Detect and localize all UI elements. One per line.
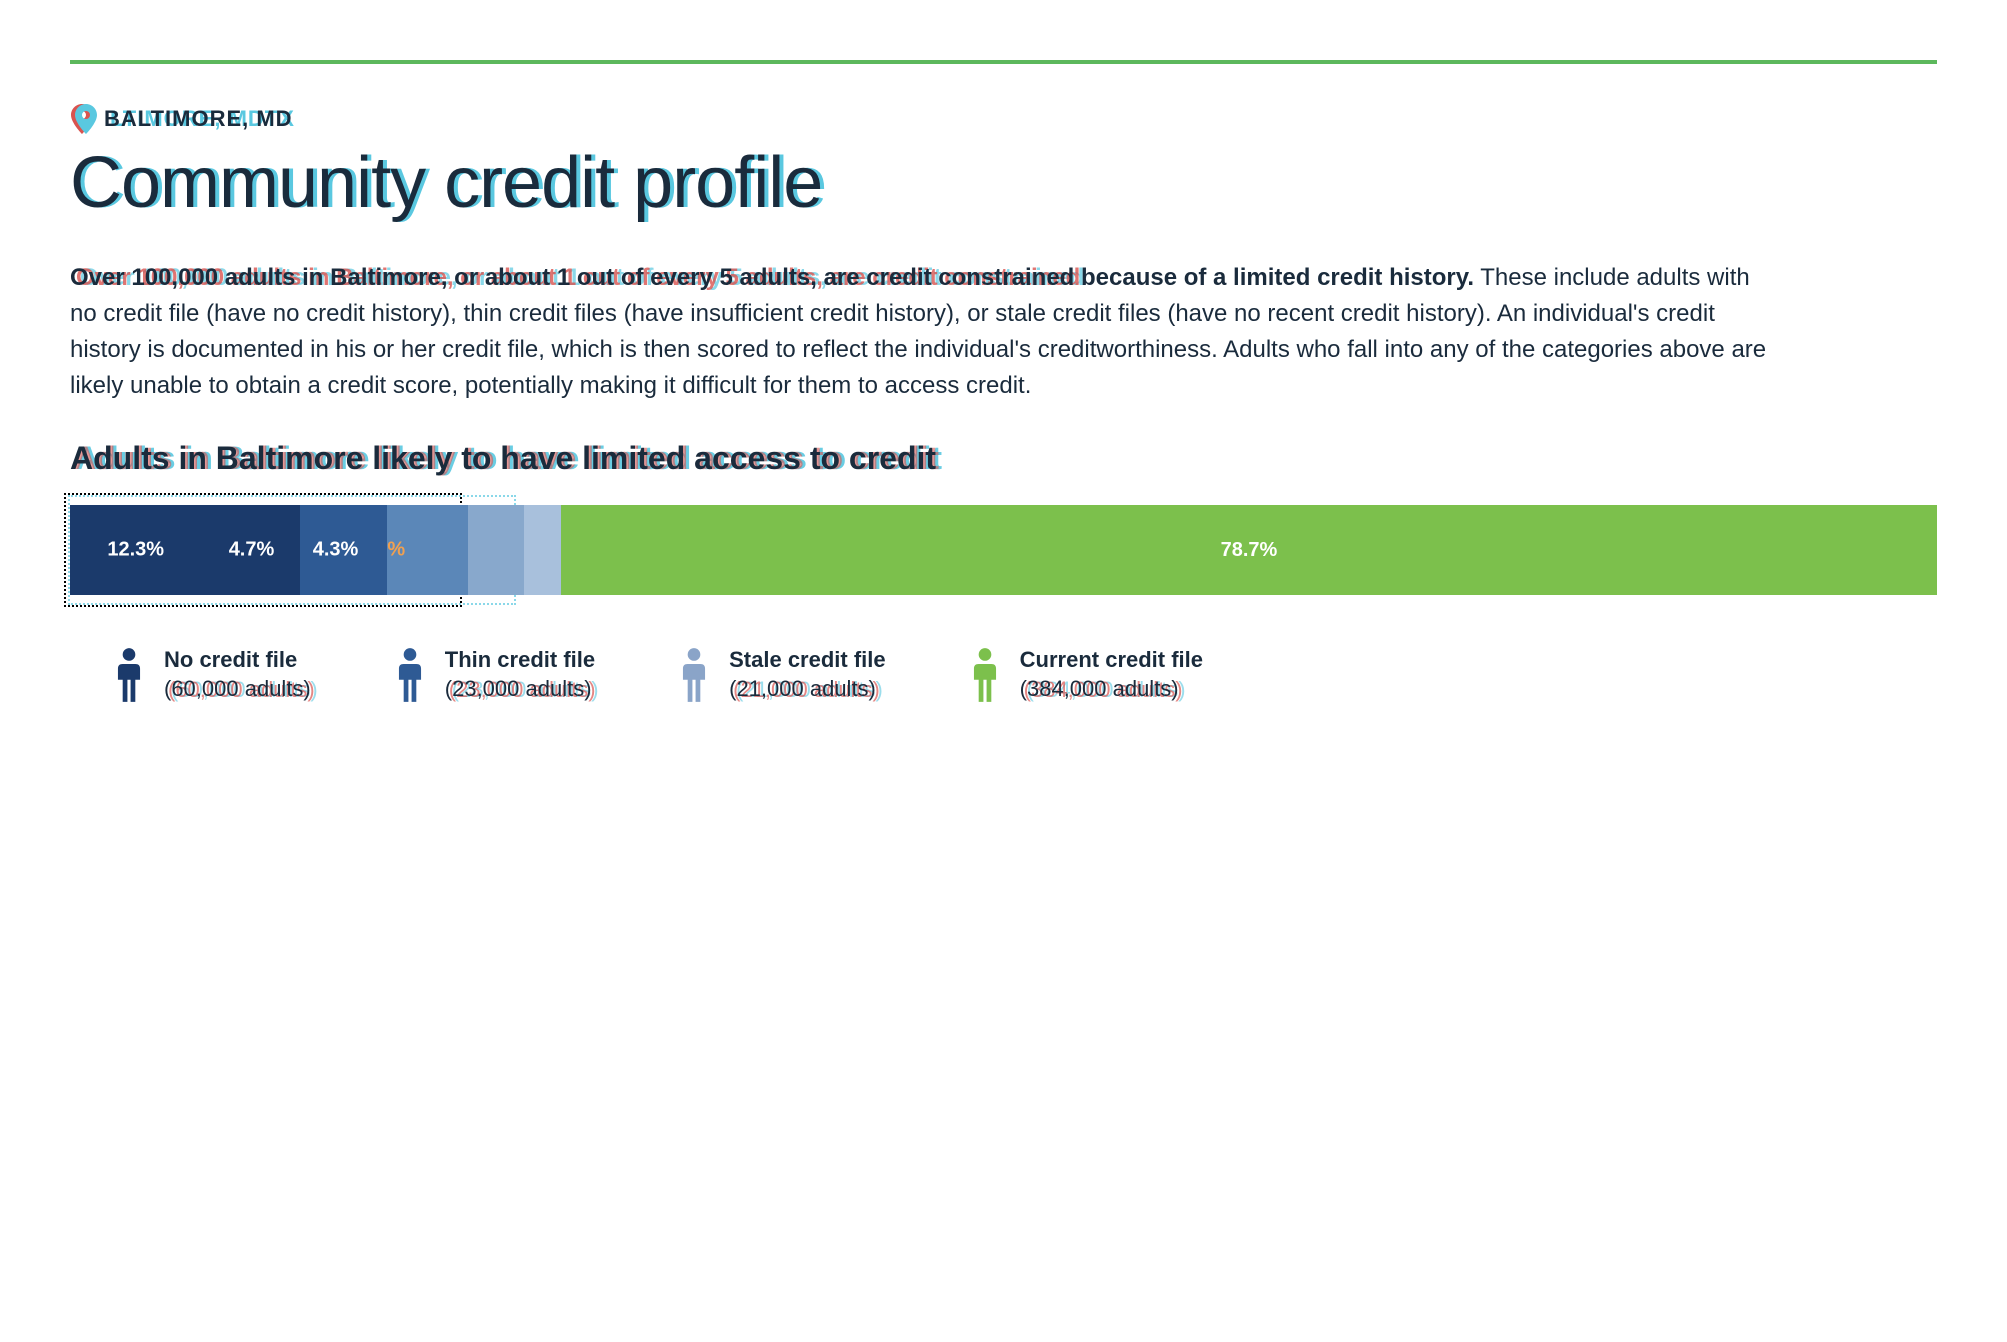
stacked-bar-chart: 78.7% 12.3% 4.7% 4.3%% [70, 505, 1937, 595]
legend-item: Thin credit file (23,000 adults) (23,000… [391, 645, 595, 705]
legend-label: No credit file [164, 646, 311, 675]
person-icon [675, 645, 713, 705]
legend-count: (21,000 adults) (21,000 adults) (21,000 … [729, 676, 876, 701]
bar-pct-label: 4.3% [313, 539, 359, 562]
legend-text: Stale credit file (21,000 adults) (21,00… [729, 646, 886, 703]
legend-count: (60,000 adults) (60,000 adults) (60,000 … [164, 676, 311, 701]
chart-title: Adults in Baltimore likely to have limit… [70, 440, 1937, 477]
person-icon [110, 645, 148, 705]
legend-count: (384,000 adults) (384,000 adults) (384,0… [1020, 676, 1179, 701]
person-icon [966, 645, 1004, 705]
bar-segment: 78.7% [561, 505, 1937, 595]
para-bold: Over 100,000 adults in Baltimore, or abo… [70, 264, 1474, 291]
chart-title-text: Adults in Baltimore likely to have limit… [70, 440, 936, 476]
top-rule [70, 60, 1937, 64]
legend-item: Stale credit file (21,000 adults) (21,00… [675, 645, 886, 705]
legend-text: Thin credit file (23,000 adults) (23,000… [445, 646, 595, 703]
bar-segment-ghost [524, 505, 561, 595]
location-label: LTIMORE, MDTX BALTIMORE, MD [104, 106, 293, 132]
bar-pct-label: 4.7% [229, 539, 275, 562]
legend-label: Stale credit file [729, 646, 886, 675]
legend-count: (23,000 adults) (23,000 adults) (23,000 … [445, 676, 592, 701]
legend-label: Thin credit file [445, 646, 595, 675]
bar-pct-label: 12.3% [107, 539, 164, 562]
page-title: Community credit profile Community credi… [70, 142, 1937, 224]
chart-legend: No credit file (60,000 adults) (60,000 a… [70, 645, 1937, 705]
intro-paragraph: Over 100,000 adults in Baltimore, or abo… [70, 260, 1770, 404]
location-row: LTIMORE, MDTX BALTIMORE, MD [70, 104, 1937, 134]
bar-segment-ghost [468, 505, 524, 595]
bar-pct-label: % [387, 539, 405, 562]
person-icon [391, 645, 429, 705]
location-primary: BALTIMORE, MD [104, 106, 293, 131]
legend-item: Current credit file (384,000 adults) (38… [966, 645, 1203, 705]
bar-track: 78.7% 12.3% 4.7% 4.3%% [70, 505, 1937, 595]
title-text: Community credit profile [70, 143, 822, 223]
legend-item: No credit file (60,000 adults) (60,000 a… [110, 645, 311, 705]
legend-label: Current credit file [1020, 646, 1203, 675]
map-pin-icon [70, 104, 94, 134]
legend-text: Current credit file (384,000 adults) (38… [1020, 646, 1203, 703]
legend-text: No credit file (60,000 adults) (60,000 a… [164, 646, 311, 703]
